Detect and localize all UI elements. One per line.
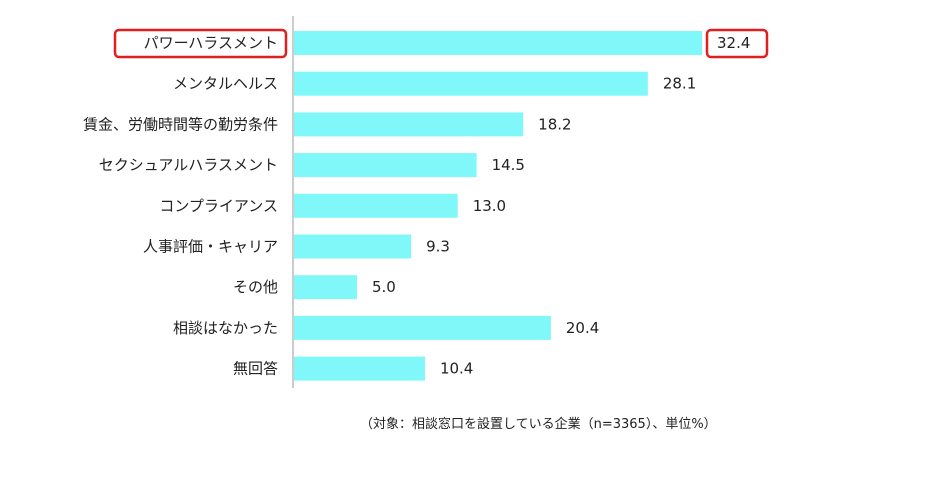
bar [294, 356, 425, 381]
value-label: 32.4 [717, 34, 750, 52]
value-label: 13.0 [473, 197, 506, 215]
bar [294, 193, 458, 218]
value-label: 28.1 [663, 75, 696, 93]
bar [294, 275, 357, 300]
category-label: セクシュアルハラスメント [99, 156, 278, 174]
value-label: 10.4 [440, 360, 473, 378]
category-label: 相談はなかった [173, 319, 278, 337]
value-label: 14.5 [492, 156, 525, 174]
bar [294, 71, 648, 96]
category-label: コンプライアンス [159, 197, 278, 215]
bars-group: パワーハラスメント 32.4 メンタルヘルス 28.1 賃金、労働時間等の勤労条件 18.… [83, 28, 769, 381]
category-label: 人事評価・キャリア [143, 238, 278, 256]
category-label: 無回答 [233, 360, 278, 378]
bar [294, 153, 477, 178]
value-highlight-box [705, 28, 769, 59]
value-label: 18.2 [538, 115, 571, 133]
bar [294, 315, 551, 340]
value-label: 5.0 [372, 278, 396, 296]
category-label: パワーハラスメント [144, 34, 278, 52]
bar [294, 31, 702, 55]
value-label: 20.4 [566, 319, 599, 337]
category-label: メンタルヘルス [173, 75, 278, 93]
category-label: その他 [233, 278, 278, 296]
category-highlight-box [113, 28, 288, 59]
value-label: 9.3 [426, 238, 450, 256]
category-label: 賃金、労働時間等の勤労条件 [83, 115, 278, 133]
bar [294, 112, 524, 137]
bar [294, 234, 412, 259]
chart-note: （対象：相談窓口を設置している企業（n=3365）、単位%） [360, 417, 717, 432]
